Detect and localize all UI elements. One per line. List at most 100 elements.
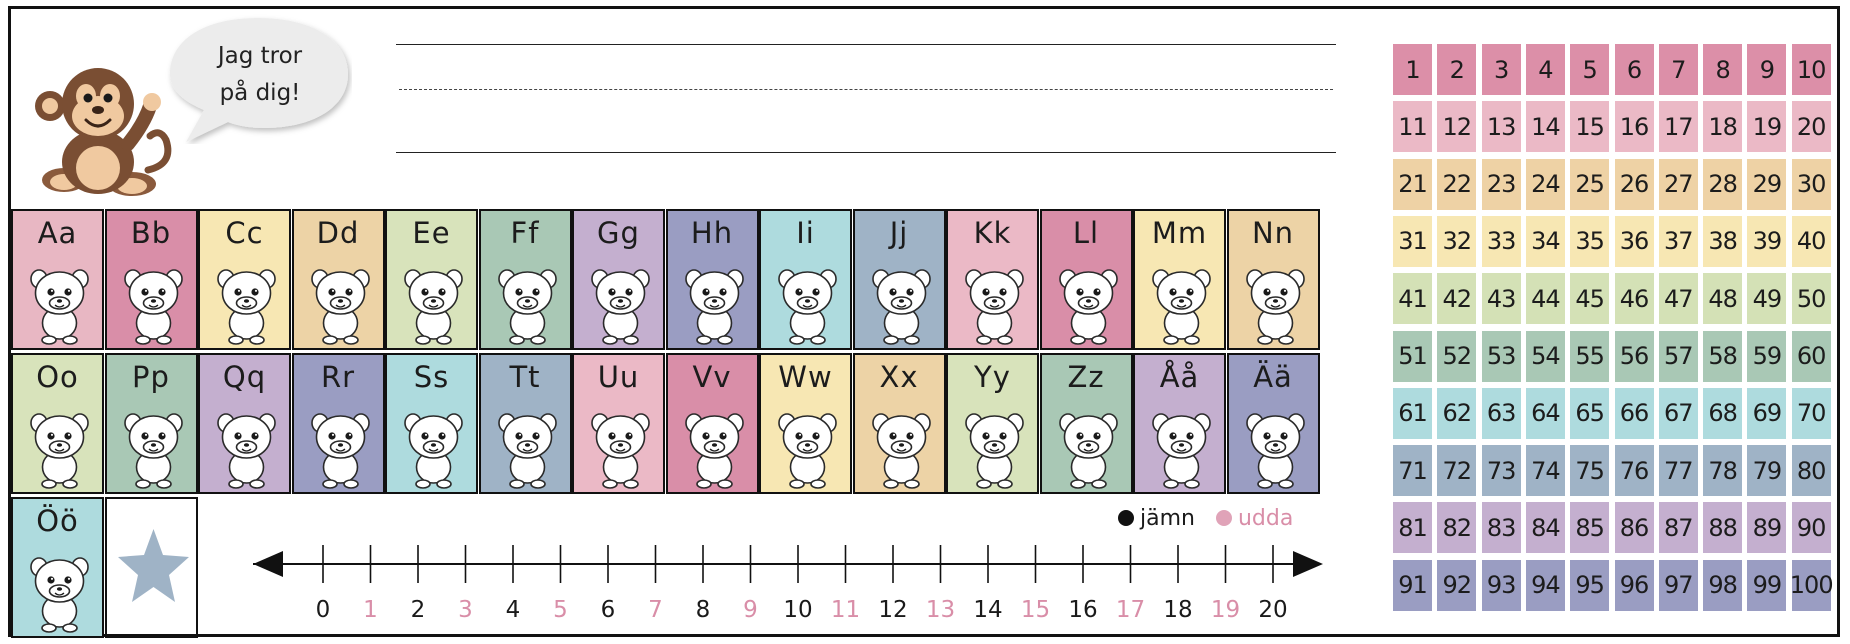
hundred-chart-cell: 18: [1703, 101, 1743, 153]
number-line-label: 9: [743, 597, 758, 623]
letter-card-label: Bb: [130, 216, 172, 250]
desk-plate-frame: [8, 6, 1840, 637]
even-dot-icon: [1118, 510, 1134, 526]
hundred-chart-cell: 3: [1481, 44, 1521, 95]
number-line-label: 6: [601, 597, 616, 623]
penguin-icon: [123, 413, 183, 489]
letter-card-label: Qq: [222, 360, 267, 394]
hundred-chart-cell: 83: [1481, 502, 1521, 554]
hundred-chart-cell: 43: [1481, 273, 1521, 325]
number-line-label: 14: [973, 597, 1002, 623]
hundred-chart-cell: 65: [1570, 387, 1610, 439]
hundred-chart-cell: 49: [1747, 273, 1787, 325]
star-icon: [118, 529, 189, 602]
writing-line-top: [396, 44, 1336, 45]
letter-card: Ss: [385, 353, 478, 494]
legend-odd: udda: [1215, 506, 1294, 531]
speech-bubble-text: Jag tror på dig!: [178, 38, 342, 112]
hundred-chart-cell: 79: [1747, 445, 1787, 497]
number-line-label: 0: [316, 597, 331, 623]
hundred-chart-cell: 6: [1614, 44, 1654, 95]
letter-card: Xx: [852, 353, 946, 494]
letter-card: Dd: [291, 209, 385, 350]
letter-card-label: Ss: [413, 360, 450, 394]
letter-card: Ää: [1226, 353, 1320, 494]
letter-card: Jj: [852, 209, 946, 350]
letter-card: Ff: [478, 209, 572, 350]
letter-card-label: Xx: [879, 360, 919, 394]
hundred-chart-cell: 82: [1437, 502, 1477, 554]
hundred-chart-cell: 21: [1393, 158, 1432, 210]
monkey-icon: [35, 68, 172, 196]
hundred-chart-cell: 84: [1525, 502, 1565, 554]
lion-icon: [1058, 269, 1118, 345]
letter-card-label: Jj: [889, 216, 909, 250]
hundred-chart-cell: 48: [1703, 273, 1743, 325]
letter-card: Cc: [198, 209, 291, 350]
letter-card: Kk: [946, 209, 1039, 350]
number-line-label: 20: [1258, 597, 1287, 623]
letter-card: Åå: [1133, 353, 1226, 494]
letter-card-label: Ee: [412, 216, 451, 250]
letter-card: Tt: [478, 353, 572, 494]
hundred-chart-cell: 42: [1437, 273, 1477, 325]
hippo-icon: [684, 269, 744, 345]
zebra-icon: [1058, 413, 1118, 489]
hundred-chart-cell: 98: [1703, 559, 1743, 611]
hundred-chart-cell: 12: [1437, 101, 1477, 153]
hundred-chart-cell: 69: [1747, 387, 1787, 439]
name-writing-lines[interactable]: [396, 44, 1336, 156]
letter-card-label: Ll: [1072, 216, 1100, 250]
hundred-chart-cell: 23: [1481, 158, 1521, 210]
letter-card-label: Aa: [37, 216, 78, 250]
letter-card-label: Öö: [36, 504, 79, 538]
hundred-chart-cell: 88: [1703, 502, 1743, 554]
hundred-chart-cell: 74: [1525, 445, 1565, 497]
tiger-icon: [497, 413, 557, 489]
letter-card-label: Ii: [796, 216, 815, 250]
hundred-chart-cell: 50: [1791, 273, 1831, 325]
lion-icon: [778, 269, 837, 345]
letter-card: Qq: [198, 353, 291, 494]
dolphin-icon: [310, 269, 370, 345]
star-box: [105, 497, 198, 638]
hundred-chart-cell: 63: [1481, 387, 1521, 439]
hundred-chart-cell: 100: [1790, 559, 1834, 611]
hundred-chart-cell: 60: [1791, 330, 1831, 382]
hundred-chart-cell: 27: [1658, 158, 1698, 210]
wolf-icon: [684, 413, 744, 489]
hundred-chart-cell: 77: [1658, 445, 1698, 497]
parity-legend: jämn udda: [1118, 506, 1307, 531]
hundred-chart-cell: 68: [1703, 387, 1743, 439]
hundred-chart-cell: 59: [1747, 330, 1787, 382]
letter-card: Öö: [11, 497, 104, 638]
letter-card-label: Zz: [1067, 360, 1105, 394]
hundred-chart-cell: 17: [1658, 101, 1698, 153]
hundred-chart-cell: 29: [1747, 158, 1787, 210]
leopard-icon: [871, 269, 931, 345]
hundred-chart-cell: 91: [1393, 559, 1432, 611]
bunny-icon: [965, 269, 1024, 345]
hundred-chart-cell: 47: [1658, 273, 1698, 325]
legend-odd-label: udda: [1237, 506, 1294, 531]
hundred-chart-cell: 53: [1481, 330, 1521, 382]
yak-icon: [965, 413, 1024, 489]
letter-card: Rr: [291, 353, 385, 494]
speech-line-2: på dig!: [219, 80, 301, 106]
hundred-chart-cell: 32: [1437, 215, 1477, 267]
number-line-label: 3: [458, 597, 473, 623]
hundred-chart-cell: 99: [1747, 559, 1787, 611]
letter-card: Oo: [11, 353, 104, 494]
hundred-chart-cell: 41: [1393, 273, 1432, 325]
hundred-chart-cell: 90: [1791, 502, 1831, 554]
hundred-chart-cell: 36: [1614, 215, 1654, 267]
letter-card: Ll: [1039, 209, 1133, 350]
hundred-chart-cell: 25: [1570, 158, 1610, 210]
cow-icon: [497, 269, 557, 345]
hundred-chart-cell: 78: [1703, 445, 1743, 497]
octopus-icon: [123, 269, 183, 345]
hundred-chart-cell: 40: [1791, 215, 1831, 267]
letter-card-label: Oo: [36, 360, 79, 394]
hundred-chart-cell: 4: [1525, 44, 1565, 95]
hundred-chart-cell: 87: [1658, 502, 1698, 554]
